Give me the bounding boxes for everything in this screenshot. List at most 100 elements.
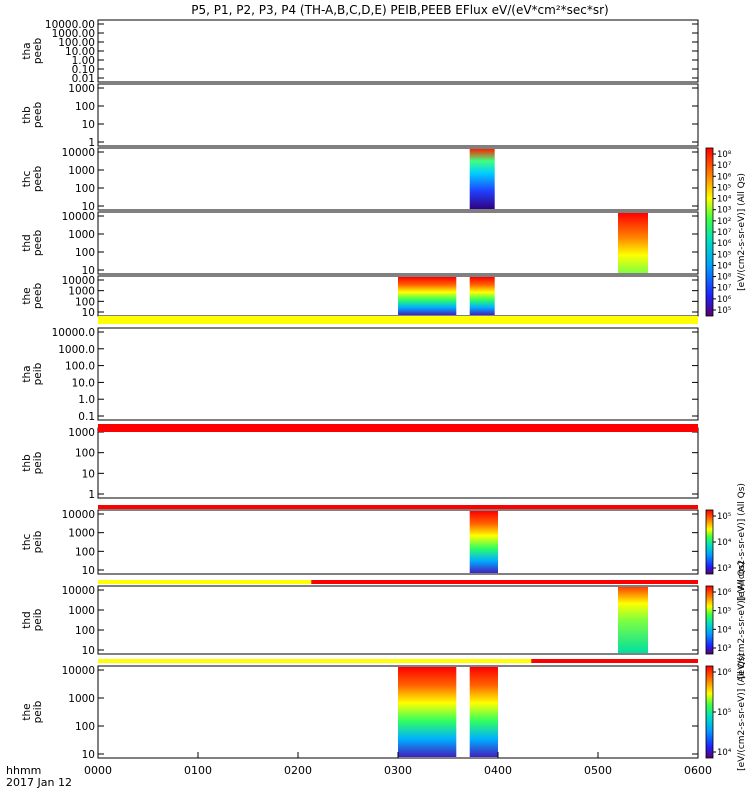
colorbar-label: [eV/(cm2-s-sr-eV)] (All Qs): [737, 561, 747, 679]
colorbar-tick-label: 10⁴: [717, 625, 732, 635]
y-tick-label: 100: [75, 183, 95, 195]
colorbar-tick-label: 10²: [717, 217, 731, 227]
y-tick-label: 10000: [62, 211, 95, 223]
panel-frame-thc-peeb: [97, 147, 699, 211]
y-tick-label: 100: [75, 546, 95, 558]
y-tick-label: 10: [82, 468, 95, 480]
y-tick-label: 1000: [68, 286, 95, 298]
colorbar-2: [705, 585, 714, 655]
colorbar-tick-label: 10⁸: [717, 273, 732, 283]
colorbar-tick-label: 10⁶: [717, 295, 732, 305]
status-bar-segment-4-1: [531, 659, 698, 663]
colorbar-tick-label: 10⁶: [717, 588, 732, 598]
y-tick-label: 10: [82, 201, 95, 213]
colorbar-tick-label: 10⁵: [717, 512, 731, 522]
panel-probe-label: thd: [21, 234, 33, 251]
y-tick-label: 10000: [62, 275, 95, 287]
status-bar-segment-3-1: [311, 580, 698, 584]
y-tick-label: 10000: [62, 585, 95, 597]
y-tick-label: 100: [75, 625, 95, 637]
y-tick-label: 100: [75, 296, 95, 308]
y-tick-label: 1000.0: [58, 344, 95, 356]
status-bar-segment-0-0: [98, 316, 698, 324]
panel-probe-label: thb: [21, 106, 33, 124]
x-axis-label-hhmm: hhmm: [6, 764, 41, 777]
panel-frame-thc-peib: [97, 509, 699, 575]
panel-product-label: peib: [32, 362, 44, 385]
spectrogram-block-the-peib-1: [469, 667, 498, 757]
y-tick-label: 1.00: [72, 55, 95, 67]
spectrogram-block-thd-peeb-0: [618, 213, 648, 273]
chart-title: P5, P1, P2, P3, P4 (TH-A,B,C,D,E) PEIB,P…: [191, 3, 608, 17]
panel-product-label: peeb: [32, 283, 44, 310]
y-tick-label: 0.01: [72, 73, 95, 85]
y-tick-label: 10: [82, 749, 95, 761]
x-tick-label: 0500: [584, 764, 612, 777]
y-tick-label: 10.00: [65, 46, 95, 58]
colorbar-tick-label: 10⁵: [717, 708, 731, 718]
status-bar-segment-1-0: [98, 424, 698, 432]
y-tick-label: 10: [82, 265, 95, 277]
colorbar-tick-label: 10⁸: [717, 150, 732, 160]
x-tick-label: 0300: [384, 764, 412, 777]
colorbar-tick-label: 10⁷: [717, 284, 732, 294]
x-tick-label: 0400: [484, 764, 512, 777]
status-bar-segment-3-0: [98, 580, 312, 584]
y-tick-label: 10: [82, 307, 95, 319]
y-tick-label: 1.0: [78, 394, 95, 406]
colorbar-tick-label: 10³: [717, 564, 731, 574]
colorbar-tick-label: 10⁶: [717, 668, 732, 678]
y-tick-label: 0.1: [78, 411, 95, 423]
panel-probe-label: thc: [21, 171, 33, 188]
colorbar-tick-label: 10⁵: [717, 607, 731, 617]
colorbar-tick-label: 10⁶: [717, 172, 732, 182]
colorbar-label: [eV/(cm2-s-sr-eV)] (All Qs): [737, 653, 747, 771]
panel-product-label: peeb: [32, 166, 44, 193]
status-bar-segment-2-0: [98, 505, 698, 509]
panel-product-label: peeb: [32, 38, 44, 65]
spectrogram-block-the-peeb-0: [398, 277, 457, 315]
panel-probe-label: thb: [21, 454, 33, 472]
colorbar-tick-label: 10⁷: [717, 228, 732, 238]
y-tick-label: 100: [75, 247, 95, 259]
status-bar-segment-4-0: [98, 659, 532, 663]
colorbar-tick-label: 10³: [717, 206, 731, 216]
y-tick-label: 1000: [68, 165, 95, 177]
y-tick-label: 10000.0: [52, 327, 95, 339]
colorbar-tick-label: 10⁵: [717, 250, 731, 260]
spectrogram-block-thd-peib-0: [618, 587, 648, 653]
colorbar-tick-label: 10⁶: [717, 239, 732, 249]
panel-product-label: peeb: [32, 102, 44, 129]
colorbar-tick-label: 10⁵: [717, 306, 731, 316]
y-tick-label: 100: [75, 448, 95, 460]
panel-probe-label: tha: [21, 365, 33, 382]
spectrogram-block-the-peib-0: [398, 667, 457, 757]
y-tick-label: 10000: [62, 509, 95, 521]
y-tick-label: 1: [88, 137, 95, 149]
panel-frame-tha-peeb: [97, 19, 699, 83]
y-tick-label: 1000: [68, 83, 95, 95]
panel-product-label: peib: [32, 530, 44, 553]
colorbar-tick-label: 10⁴: [717, 538, 732, 548]
x-axis: 0000 0100 0200 0300 0400 0500 0600: [84, 752, 712, 777]
panel-frame-thb-peib: [97, 427, 699, 499]
panel-product-label: peib: [32, 451, 44, 474]
panel-frame-thd-peib: [97, 585, 699, 655]
y-tick-label: 100: [75, 721, 95, 733]
y-tick-label: 10.0: [72, 377, 95, 389]
y-tick-label: 1: [88, 489, 95, 501]
colorbar-1: [705, 509, 714, 575]
colorbar-tick-label: 10³: [717, 644, 731, 654]
panel-frame-thd-peeb: [97, 211, 699, 275]
y-tick-label: 100.0: [65, 361, 95, 373]
y-tick-label: 10: [82, 565, 95, 577]
x-tick-label: 0600: [684, 764, 712, 777]
y-tick-label: 1000: [68, 605, 95, 617]
colorbar-tick-label: 10⁵: [717, 183, 731, 193]
y-tick-label: 1000: [68, 229, 95, 241]
x-tick-label: 0100: [184, 764, 212, 777]
colorbar-label: [eV/(cm2-s-sr-eV)] (All Qs): [737, 483, 747, 601]
y-tick-label: 10000.00: [45, 19, 95, 31]
